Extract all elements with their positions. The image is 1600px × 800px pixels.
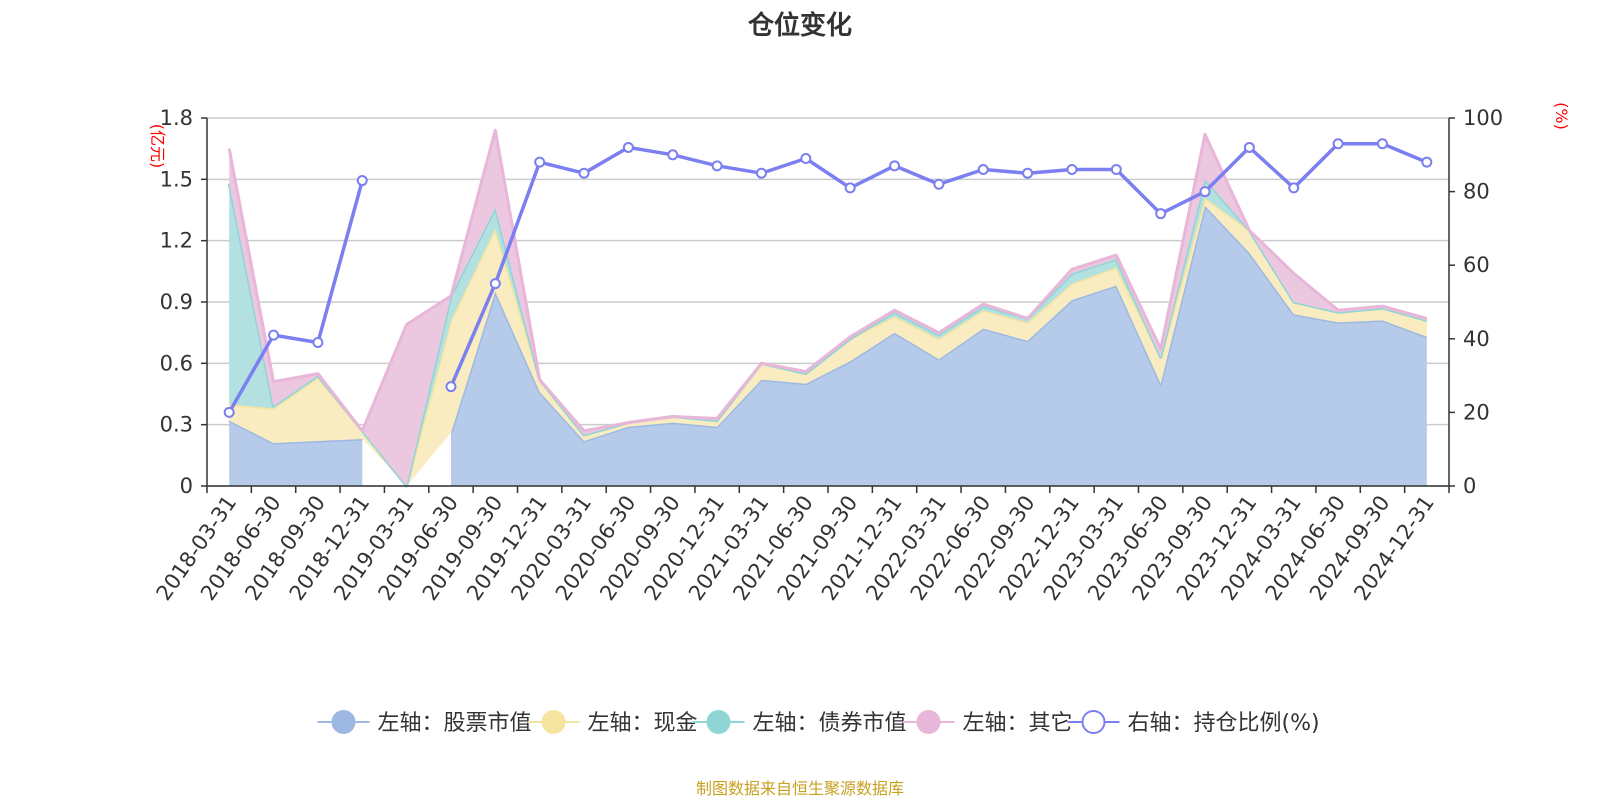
- legend-label: 左轴：债券市值: [753, 711, 907, 736]
- legend-marker: [706, 710, 731, 734]
- right-tick-label: 20: [1463, 400, 1490, 424]
- legend-marker: [1081, 710, 1106, 734]
- area-fill-1: [451, 205, 1427, 486]
- right-axis-unit: (%): [1552, 102, 1571, 130]
- ratio-point: [356, 175, 368, 187]
- left-tick-label: 0.3: [160, 413, 193, 437]
- right-tick-label: 60: [1463, 253, 1490, 277]
- ratio-point: [1421, 156, 1433, 168]
- ratio-point: [1288, 182, 1300, 194]
- left-tick-label: 0: [180, 474, 193, 498]
- ratio-point: [1022, 167, 1034, 179]
- ratio-point: [1243, 141, 1255, 153]
- ratio-point: [1376, 138, 1388, 150]
- ratio-point: [800, 152, 812, 164]
- right-tick-label: 0: [1463, 474, 1476, 498]
- right-tick-label: 40: [1463, 327, 1490, 351]
- ratio-point: [1332, 138, 1344, 150]
- area-edge-4: [227, 128, 1428, 433]
- chart-title: 仓位变化: [747, 10, 852, 41]
- ratio-point: [977, 164, 989, 176]
- ratio-point: [223, 406, 235, 418]
- left-tick-label: 1.5: [160, 167, 193, 191]
- ratio-point: [1066, 164, 1078, 176]
- legend-label: 左轴：股票市值: [378, 711, 532, 736]
- legend-item-1: 左轴：股票市值: [317, 710, 532, 736]
- legend-item-3: 左轴：债券市值: [692, 710, 907, 736]
- ratio-point: [844, 182, 856, 194]
- ratio-line-group: [223, 138, 1433, 418]
- ratio-point: [622, 141, 634, 153]
- ratio-point: [889, 160, 901, 172]
- area-series-group: [227, 128, 1428, 488]
- ratio-point: [1155, 208, 1167, 220]
- area-fill-1: [229, 420, 363, 486]
- legend-marker: [331, 710, 356, 734]
- legend-item-5: 右轴：持仓比例(%): [1067, 710, 1320, 736]
- legend-item-2: 左轴：现金: [527, 710, 698, 736]
- right-tick-label: 80: [1463, 180, 1490, 204]
- ratio-point: [1199, 186, 1211, 198]
- ratio-point: [578, 167, 590, 179]
- ratio-point: [268, 329, 280, 341]
- ratio-line: [227, 180, 364, 414]
- ratio-point: [489, 278, 501, 290]
- legend-marker: [541, 710, 566, 734]
- legend-label: 左轴：其它: [963, 711, 1073, 736]
- legend-item-4: 左轴：其它: [902, 710, 1073, 736]
- legend: 左轴：股票市值 左轴：现金 左轴：债券市值 左轴：其它 右轴：持仓比例(%): [317, 710, 1320, 736]
- legend-label: 右轴：持仓比例(%): [1128, 711, 1320, 736]
- source-note: 制图数据来自恒生聚源数据库: [696, 779, 904, 798]
- ratio-point: [1110, 164, 1122, 176]
- left-tick-label: 0.6: [160, 351, 193, 375]
- ratio-point: [312, 336, 324, 348]
- ratio-point: [445, 381, 457, 393]
- legend-marker: [916, 710, 941, 734]
- left-tick-label: 1.8: [160, 106, 193, 130]
- legend-label: 左轴：现金: [588, 711, 698, 736]
- right-tick-label: 100: [1463, 106, 1503, 130]
- ratio-point: [534, 156, 546, 168]
- ratio-point: [667, 149, 679, 161]
- left-tick-label: 0.9: [160, 290, 193, 314]
- left-tick-label: 1.2: [160, 229, 193, 253]
- ratio-point: [933, 178, 945, 190]
- ratio-point: [755, 167, 767, 179]
- ratio-point: [711, 160, 723, 172]
- left-axis-unit: (亿元): [148, 124, 167, 169]
